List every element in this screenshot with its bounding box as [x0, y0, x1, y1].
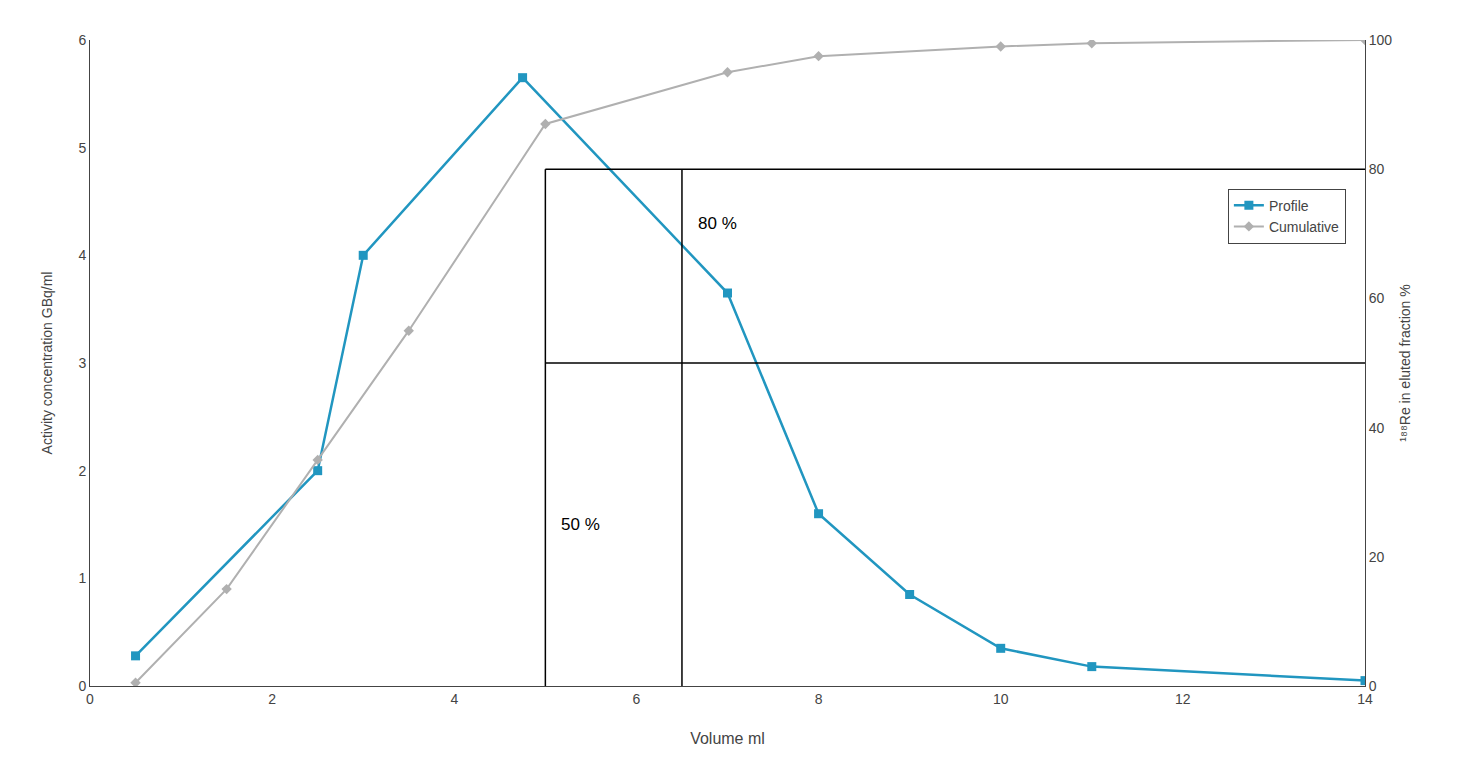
svg-text:Volume ml: Volume ml: [690, 730, 765, 747]
svg-text:4: 4: [450, 691, 458, 707]
svg-text:40: 40: [1369, 420, 1385, 436]
svg-text:12: 12: [1175, 691, 1191, 707]
svg-text:8: 8: [815, 691, 823, 707]
svg-text:6: 6: [633, 691, 641, 707]
svg-text:1: 1: [78, 570, 86, 586]
svg-text:Activity concentration GBq/ml: Activity concentration GBq/ml: [39, 272, 55, 455]
svg-text:3: 3: [78, 355, 86, 371]
svg-text:5: 5: [78, 140, 86, 156]
svg-text:20: 20: [1369, 549, 1385, 565]
svg-text:Cumulative: Cumulative: [1269, 219, 1339, 235]
svg-text:Profile: Profile: [1269, 198, 1309, 214]
svg-text:¹⁸⁸Re in eluted fraction %: ¹⁸⁸Re in eluted fraction %: [1397, 284, 1413, 441]
svg-text:50 %: 50 %: [561, 515, 600, 534]
svg-text:2: 2: [268, 691, 276, 707]
svg-text:6: 6: [78, 32, 86, 48]
svg-text:80 %: 80 %: [698, 214, 737, 233]
svg-text:0: 0: [1369, 678, 1377, 694]
svg-text:100: 100: [1369, 32, 1393, 48]
svg-text:80: 80: [1369, 161, 1385, 177]
svg-text:60: 60: [1369, 290, 1385, 306]
svg-text:2: 2: [78, 463, 86, 479]
svg-text:4: 4: [78, 247, 86, 263]
svg-text:14: 14: [1357, 691, 1373, 707]
svg-text:10: 10: [993, 691, 1009, 707]
svg-text:0: 0: [78, 678, 86, 694]
svg-text:0: 0: [86, 691, 94, 707]
